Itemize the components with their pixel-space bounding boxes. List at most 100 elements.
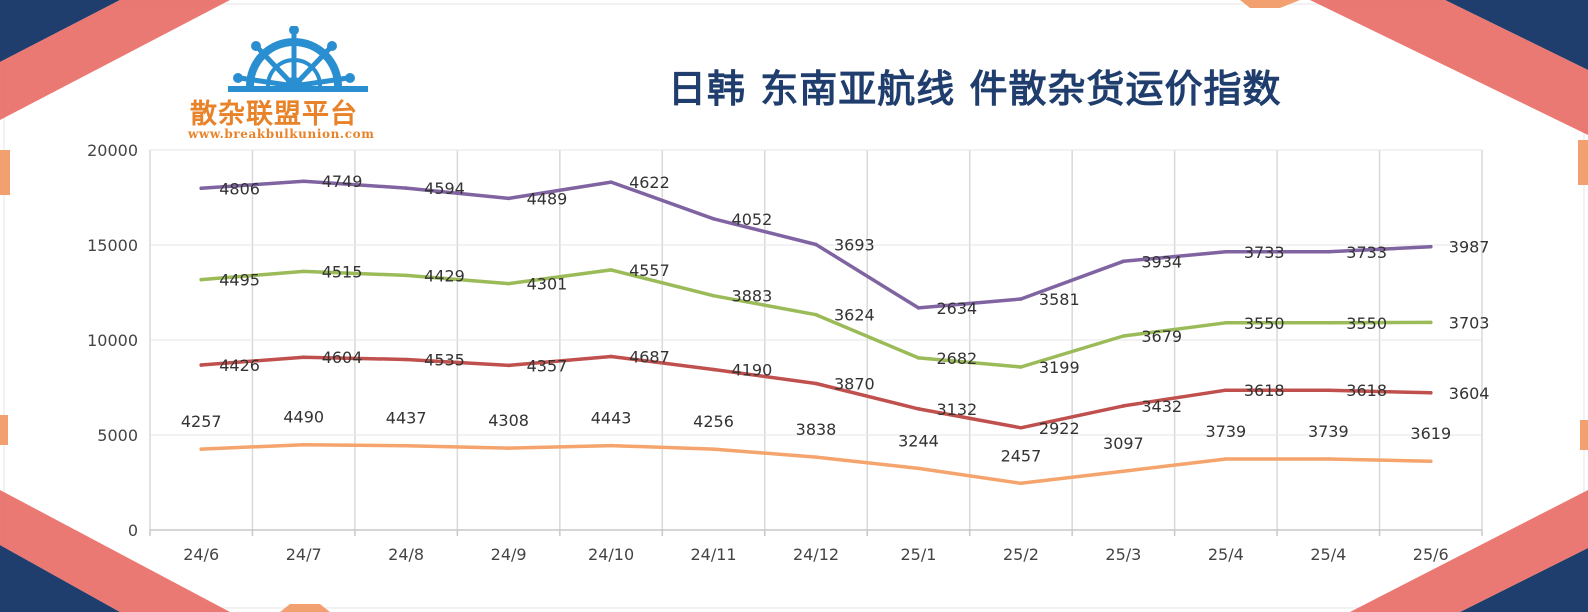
data-label: 3432 bbox=[1141, 397, 1182, 416]
data-point bbox=[609, 180, 613, 184]
data-point bbox=[609, 354, 613, 359]
data-label: 4806 bbox=[219, 179, 260, 198]
data-point bbox=[404, 357, 408, 362]
data-label: 3693 bbox=[834, 236, 875, 255]
x-tick-label: 25/4 bbox=[1310, 545, 1346, 564]
data-point bbox=[814, 381, 818, 386]
data-label: 3581 bbox=[1039, 290, 1080, 309]
data-point bbox=[301, 269, 306, 274]
x-tick-label: 25/2 bbox=[1003, 545, 1039, 564]
data-point bbox=[711, 293, 716, 298]
data-point bbox=[404, 186, 408, 190]
x-tick-label: 25/1 bbox=[900, 545, 936, 564]
data-point bbox=[199, 277, 204, 282]
data-label: 3097 bbox=[1103, 434, 1144, 453]
data-point bbox=[1428, 320, 1433, 325]
y-tick-label: 20000 bbox=[87, 141, 138, 160]
data-label: 3132 bbox=[936, 400, 977, 419]
y-tick-label: 10000 bbox=[87, 331, 138, 350]
x-tick-label: 25/6 bbox=[1413, 545, 1449, 564]
data-point bbox=[814, 312, 818, 317]
data-label: 3550 bbox=[1244, 314, 1285, 333]
data-label: 2922 bbox=[1039, 419, 1080, 438]
data-point bbox=[1224, 250, 1228, 254]
data-label: 2682 bbox=[936, 349, 977, 368]
data-point bbox=[1428, 244, 1433, 249]
data-label: 4301 bbox=[527, 275, 568, 294]
data-point bbox=[1019, 365, 1023, 369]
data-point bbox=[1326, 457, 1331, 461]
data-label: 4429 bbox=[424, 266, 465, 285]
y-tick-label: 15000 bbox=[87, 236, 138, 255]
data-label: 4256 bbox=[693, 412, 734, 431]
series-line-1 bbox=[199, 442, 1433, 486]
data-label: 4357 bbox=[527, 356, 568, 375]
brand-url: www.breakbulkunion.com bbox=[188, 127, 375, 141]
chart-series bbox=[199, 179, 1433, 486]
data-label: 3838 bbox=[796, 420, 837, 439]
data-label: 4257 bbox=[181, 412, 222, 431]
chart-grid bbox=[149, 149, 1483, 530]
data-label: 4426 bbox=[219, 356, 260, 375]
data-label: 3199 bbox=[1039, 358, 1080, 377]
data-label: 3618 bbox=[1346, 381, 1387, 400]
data-point bbox=[1326, 250, 1331, 254]
y-tick-label: 0 bbox=[128, 521, 138, 540]
data-label: 3624 bbox=[834, 306, 875, 325]
data-point bbox=[711, 367, 716, 372]
ship-wheel-logo-icon bbox=[228, 26, 368, 92]
data-label: 4190 bbox=[732, 361, 773, 380]
data-label: 2457 bbox=[1001, 446, 1042, 465]
data-point bbox=[1326, 388, 1331, 393]
x-tick-label: 24/11 bbox=[690, 545, 736, 564]
brand-name: 散杂联盟平台 bbox=[190, 99, 358, 130]
data-point bbox=[1121, 404, 1126, 408]
data-point bbox=[1121, 334, 1126, 338]
data-point bbox=[199, 363, 204, 367]
data-label: 3679 bbox=[1141, 327, 1182, 346]
data-point bbox=[1224, 388, 1228, 393]
data-label: 3739 bbox=[1308, 422, 1349, 441]
data-point bbox=[1019, 481, 1023, 486]
data-point bbox=[814, 455, 818, 459]
data-point bbox=[506, 281, 511, 286]
data-point bbox=[916, 466, 921, 471]
data-point bbox=[199, 447, 204, 451]
data-point bbox=[506, 196, 511, 201]
data-point bbox=[404, 443, 408, 448]
data-point bbox=[609, 443, 613, 448]
data-label: 4604 bbox=[322, 348, 363, 367]
data-label: 3739 bbox=[1205, 422, 1246, 441]
data-point bbox=[711, 447, 716, 451]
data-point bbox=[404, 273, 408, 278]
data-point bbox=[1121, 469, 1126, 473]
y-tick-label: 5000 bbox=[97, 426, 138, 445]
chart-data-labels: 4257 4490 4437 4308 4443 4256 3838 3244 2457 3097… bbox=[181, 172, 1490, 465]
data-label: 3618 bbox=[1244, 381, 1285, 400]
data-label: 3244 bbox=[898, 431, 939, 450]
data-label: 3934 bbox=[1141, 252, 1182, 271]
x-tick-label: 24/12 bbox=[793, 545, 839, 564]
data-label: 3883 bbox=[732, 287, 773, 306]
x-tick-label: 24/8 bbox=[388, 545, 424, 564]
data-label: 4594 bbox=[424, 179, 465, 198]
data-label: 3619 bbox=[1410, 424, 1451, 443]
x-tick-label: 25/4 bbox=[1208, 545, 1244, 564]
data-label: 4535 bbox=[424, 351, 465, 370]
data-point bbox=[711, 216, 716, 221]
data-label: 4687 bbox=[629, 348, 670, 367]
data-point bbox=[1121, 259, 1126, 264]
data-label: 4443 bbox=[591, 409, 632, 428]
data-point bbox=[916, 356, 921, 360]
data-label: 4052 bbox=[732, 210, 773, 229]
data-point bbox=[1019, 425, 1023, 430]
data-point bbox=[1224, 457, 1228, 461]
data-label: 3733 bbox=[1346, 243, 1387, 262]
chart-axes: 0 5000 10000 15000 20000 24/6 24/7 24/8 24/9 24/1… bbox=[87, 141, 1483, 564]
data-point bbox=[609, 268, 613, 272]
data-label: 4515 bbox=[322, 262, 363, 281]
data-point bbox=[199, 186, 204, 191]
data-label: 4622 bbox=[629, 173, 670, 192]
data-point bbox=[301, 355, 306, 360]
